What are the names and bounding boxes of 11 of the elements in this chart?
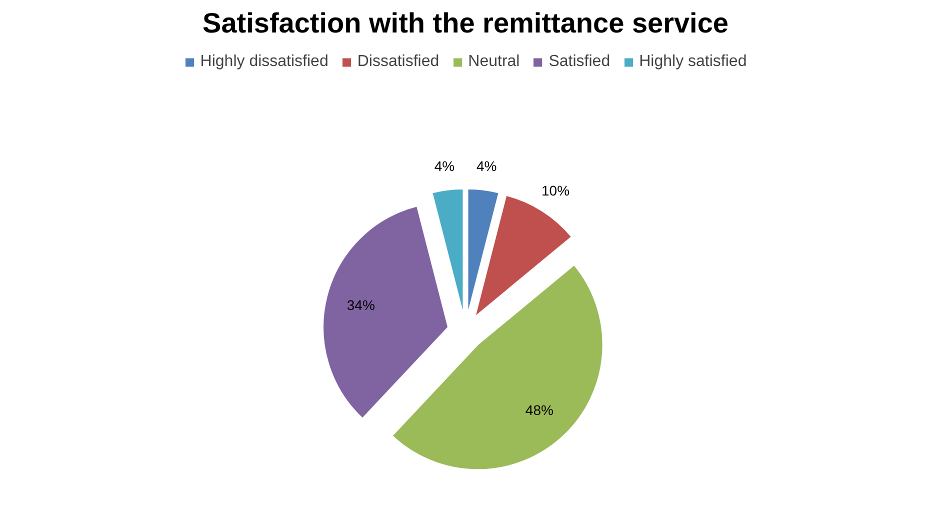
legend-label: Highly satisfied — [639, 53, 747, 71]
legend-label: Neutral — [468, 53, 520, 71]
data-label: 4% — [476, 158, 497, 174]
legend-label: Satisfied — [548, 53, 610, 71]
chart-title: Satisfaction with the remittance service — [202, 8, 728, 38]
data-label: 48% — [525, 402, 554, 418]
data-label: 4% — [434, 158, 455, 174]
legend-label: Highly dissatisfied — [200, 53, 328, 71]
data-label: 34% — [346, 296, 375, 313]
legend-label: Dissatisfied — [357, 53, 440, 71]
data-label: 10% — [542, 182, 570, 199]
